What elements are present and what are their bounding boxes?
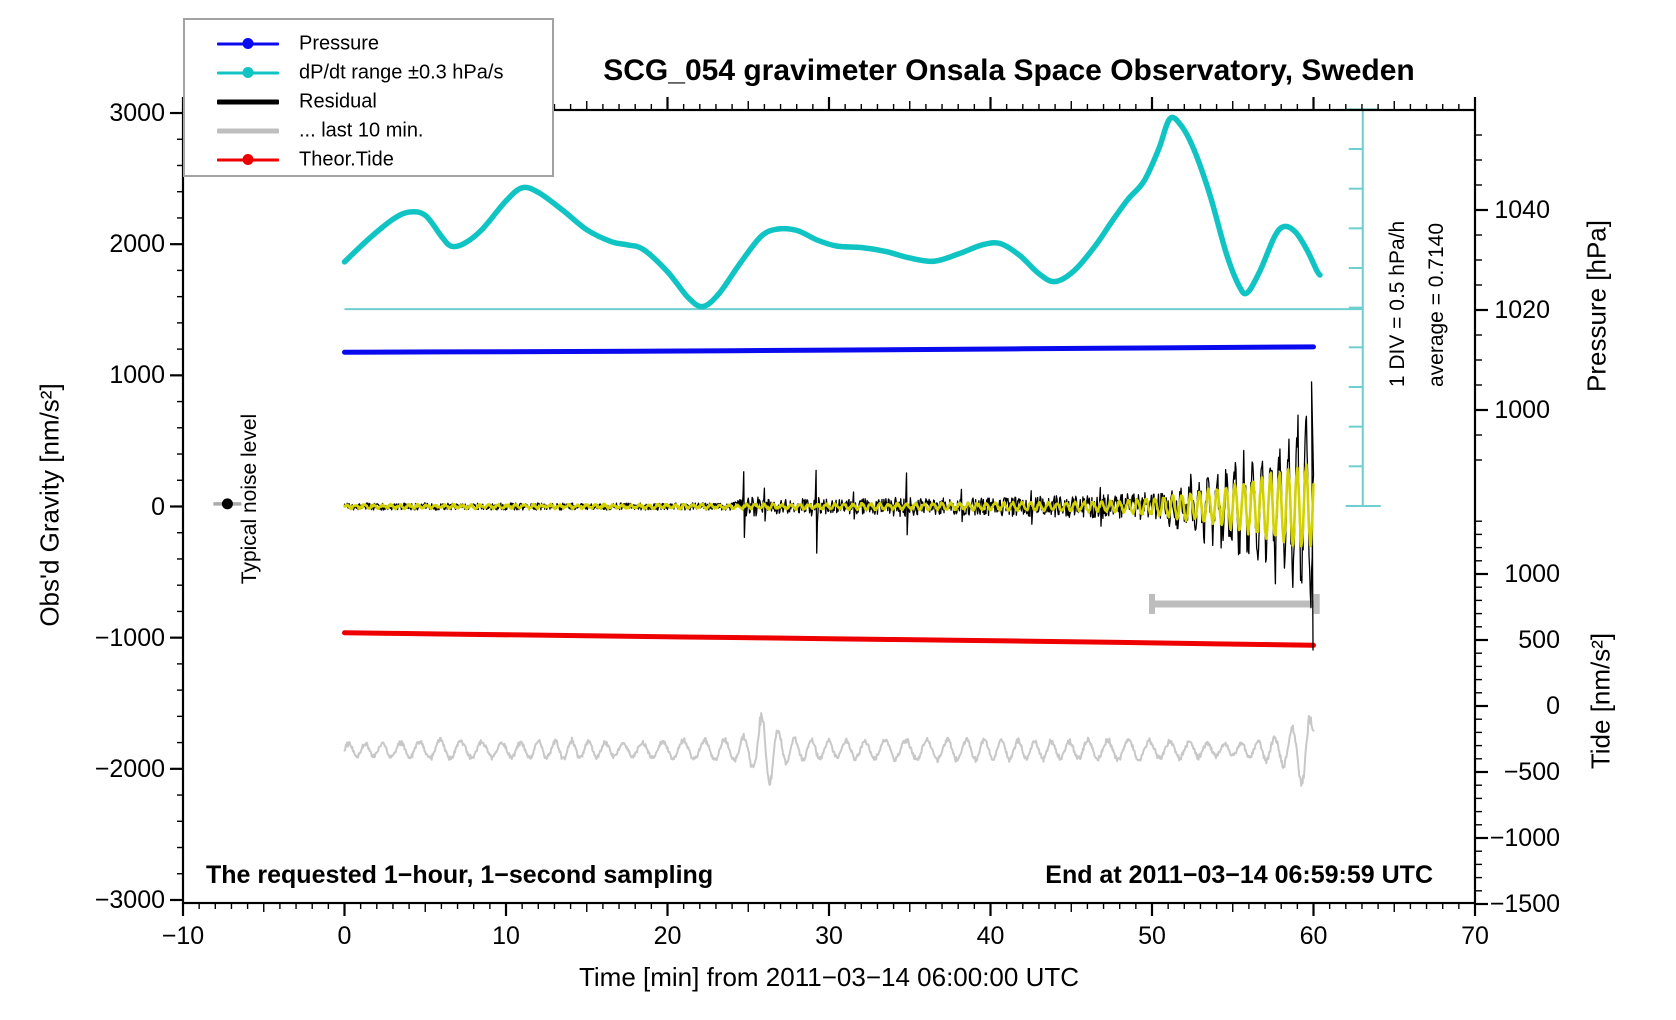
legend-sample-line bbox=[217, 128, 279, 133]
theor-tide-line bbox=[342, 630, 1316, 648]
y-left-tick-label: −2000 bbox=[94, 754, 165, 783]
x-tick-label: 20 bbox=[653, 922, 682, 950]
pressure-tick-label: 1020 bbox=[1494, 296, 1550, 324]
tide-tick-label: 500 bbox=[1518, 626, 1560, 654]
x-tick-label: 50 bbox=[1138, 922, 1166, 950]
pressure-axis-label: Pressure [hPa] bbox=[1581, 220, 1612, 392]
legend-box: Pressure dP/dt range ±0.3 hPa/s Residual..… bbox=[183, 18, 554, 177]
legend-entry: dP/dt range ±0.3 hPa/s bbox=[185, 58, 552, 87]
x-tick-label: −10 bbox=[161, 922, 205, 950]
end-time-annotation: End at 2011−03−14 06:59:59 UTC bbox=[1045, 861, 1433, 889]
dpdt-curve bbox=[341, 114, 1323, 310]
legend-rows: Pressure dP/dt range ±0.3 hPa/s Residual..… bbox=[185, 29, 552, 174]
x-tick-label: 30 bbox=[815, 922, 843, 950]
legend-entry: ... last 10 min. bbox=[185, 116, 552, 145]
legend-entry-label: ... last 10 min. bbox=[299, 119, 424, 141]
pressure-line bbox=[342, 344, 1316, 355]
legend-sample-dot bbox=[242, 38, 254, 49]
legend-sample-line bbox=[217, 99, 279, 104]
legend-sample-line-dot bbox=[217, 67, 279, 78]
y-left-tick-label: −3000 bbox=[94, 885, 165, 914]
y-left-tick-label: −1000 bbox=[94, 623, 165, 652]
y-left-tick-label: 0 bbox=[151, 492, 165, 521]
x-tick-label: 10 bbox=[492, 922, 520, 950]
tide-tick-label: −1500 bbox=[1489, 890, 1560, 918]
y-left-tick-label: 2000 bbox=[109, 230, 165, 259]
noise-level-label: Typical noise level bbox=[238, 413, 261, 585]
x-tick-label: 70 bbox=[1461, 922, 1489, 950]
legend-sample-line-dot bbox=[217, 154, 279, 165]
x-axis-label: Time [min] from 2011−03−14 06:00:00 UTC bbox=[578, 962, 1080, 992]
x-tick-label: 0 bbox=[337, 922, 352, 950]
x-tick-label: 40 bbox=[976, 922, 1005, 950]
y-left-tick-label: 1000 bbox=[109, 361, 165, 390]
tide-tick-label: 0 bbox=[1546, 692, 1560, 720]
legend-entry-label: dP/dt range ±0.3 hPa/s bbox=[299, 61, 504, 83]
tide-axis-label: Tide [nm/s²] bbox=[1585, 632, 1616, 770]
residual-recent-overlay-line bbox=[343, 463, 1315, 548]
legend-sample-line-dot bbox=[217, 38, 279, 49]
legend-entry: Residual bbox=[185, 87, 552, 116]
legend-sample-dot bbox=[242, 67, 254, 78]
tide-tick-label: −500 bbox=[1503, 758, 1560, 786]
noise-level-dot bbox=[221, 498, 233, 510]
tide-tick-label: 1000 bbox=[1504, 560, 1560, 588]
div-scale-label: 1 DIV = 0.5 hPa/h bbox=[1386, 220, 1409, 388]
legend-entry-label: Theor.Tide bbox=[299, 148, 394, 170]
legend-entry: Pressure bbox=[185, 29, 552, 58]
legend-sample-dot bbox=[242, 154, 254, 165]
tide-tick-label: −1000 bbox=[1489, 824, 1560, 852]
x-tick-label: 60 bbox=[1299, 922, 1328, 950]
pressure-tick-label: 1000 bbox=[1494, 396, 1550, 424]
legend-entry-label: Residual bbox=[299, 90, 377, 112]
legend-sample-line bbox=[217, 99, 279, 104]
y-left-tick-label: 3000 bbox=[109, 99, 165, 128]
pressure-tick-label: 1040 bbox=[1494, 196, 1550, 224]
sampling-annotation: The requested 1−hour, 1−second sampling bbox=[206, 861, 714, 889]
chart-title: SCG_054 gravimeter Onsala Space Observat… bbox=[603, 54, 1415, 87]
last10-trace-line bbox=[343, 712, 1315, 787]
legend-entry-label: Pressure bbox=[299, 32, 380, 54]
legend-sample-line bbox=[217, 128, 279, 133]
legend-entry: Theor.Tide bbox=[185, 145, 552, 174]
